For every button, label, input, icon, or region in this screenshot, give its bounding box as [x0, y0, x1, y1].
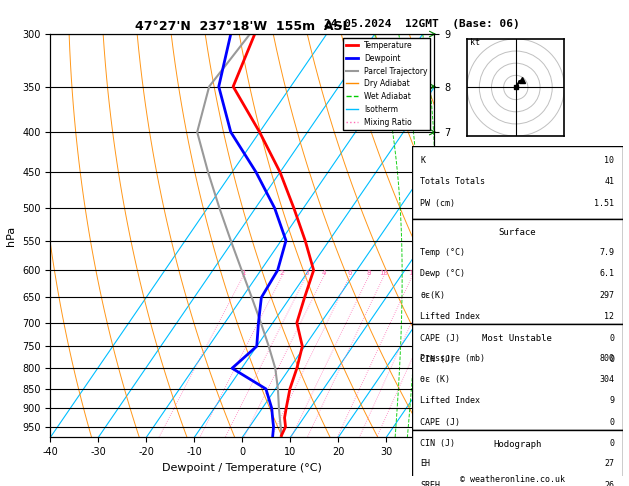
Text: CAPE (J): CAPE (J): [420, 334, 460, 343]
Text: Lifted Index: Lifted Index: [420, 312, 481, 321]
FancyBboxPatch shape: [412, 146, 623, 219]
Text: 12: 12: [604, 312, 615, 321]
Text: 9: 9: [610, 397, 615, 405]
Text: 6.1: 6.1: [599, 269, 615, 278]
Text: 0: 0: [610, 334, 615, 343]
Title: 47°27'N  237°18'W  155m  ASL: 47°27'N 237°18'W 155m ASL: [135, 20, 350, 33]
Text: 10: 10: [604, 156, 615, 165]
Text: 20: 20: [429, 270, 438, 276]
Text: 2: 2: [280, 270, 284, 276]
Text: 297: 297: [599, 291, 615, 300]
FancyBboxPatch shape: [412, 324, 623, 430]
Text: Dewp (°C): Dewp (°C): [420, 269, 465, 278]
Text: 1.51: 1.51: [594, 199, 615, 208]
Text: 41: 41: [604, 177, 615, 186]
Text: CIN (J): CIN (J): [420, 355, 455, 364]
Y-axis label: hPa: hPa: [6, 226, 16, 246]
Text: Totals Totals: Totals Totals: [420, 177, 486, 186]
Text: 4: 4: [322, 270, 326, 276]
Text: 8: 8: [367, 270, 371, 276]
Text: 0: 0: [610, 418, 615, 427]
Text: 0: 0: [610, 439, 615, 449]
Text: 3: 3: [304, 270, 308, 276]
Text: 10: 10: [379, 270, 389, 276]
Text: 0: 0: [610, 355, 615, 364]
Text: 304: 304: [599, 375, 615, 384]
Y-axis label: km
ASL: km ASL: [467, 226, 489, 245]
Text: 15: 15: [408, 270, 417, 276]
Text: © weatheronline.co.uk: © weatheronline.co.uk: [460, 474, 565, 484]
Text: Hodograph: Hodograph: [493, 440, 542, 449]
Text: 27: 27: [604, 459, 615, 468]
Text: 24.05.2024  12GMT  (Base: 06): 24.05.2024 12GMT (Base: 06): [323, 19, 520, 30]
Text: Surface: Surface: [499, 228, 536, 238]
Text: Most Unstable: Most Unstable: [482, 334, 552, 343]
FancyBboxPatch shape: [412, 430, 623, 486]
Text: Lifted Index: Lifted Index: [420, 397, 481, 405]
Text: CIN (J): CIN (J): [420, 439, 455, 449]
Text: CAPE (J): CAPE (J): [420, 418, 460, 427]
Text: EH: EH: [420, 459, 430, 468]
Text: kt: kt: [470, 38, 479, 47]
Text: 1: 1: [241, 270, 245, 276]
Text: 26: 26: [604, 481, 615, 486]
Text: Pressure (mb): Pressure (mb): [420, 353, 486, 363]
FancyBboxPatch shape: [412, 219, 623, 324]
Text: θε(K): θε(K): [420, 291, 445, 300]
Text: 7.9: 7.9: [599, 248, 615, 257]
Text: 800: 800: [599, 353, 615, 363]
Text: Temp (°C): Temp (°C): [420, 248, 465, 257]
Text: θε (K): θε (K): [420, 375, 450, 384]
Legend: Temperature, Dewpoint, Parcel Trajectory, Dry Adiabat, Wet Adiabat, Isotherm, Mi: Temperature, Dewpoint, Parcel Trajectory…: [343, 38, 430, 130]
Text: PW (cm): PW (cm): [420, 199, 455, 208]
Text: SREH: SREH: [420, 481, 440, 486]
X-axis label: Dewpoint / Temperature (°C): Dewpoint / Temperature (°C): [162, 463, 322, 473]
Text: K: K: [420, 156, 425, 165]
Text: 6: 6: [348, 270, 352, 276]
